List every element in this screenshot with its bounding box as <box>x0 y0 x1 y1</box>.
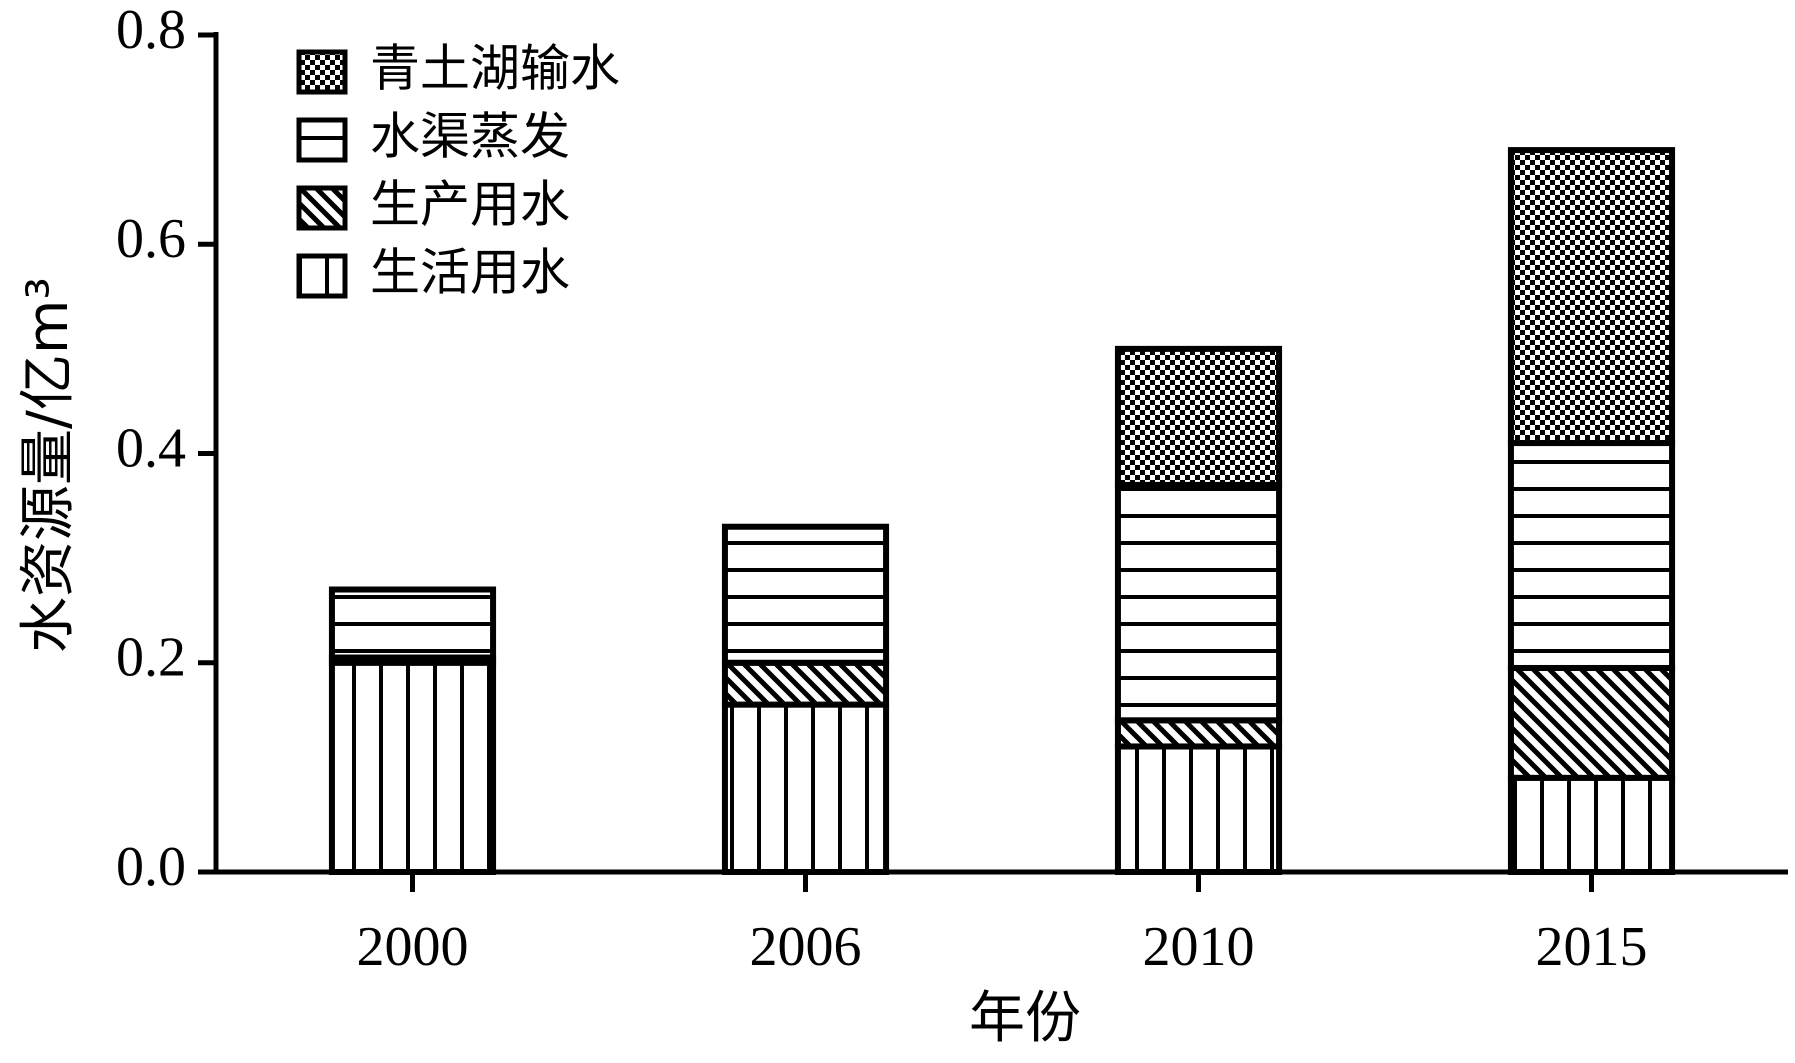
y-tick-label: 0.0 <box>116 836 186 898</box>
x-tick-label: 2010 <box>1143 916 1255 978</box>
legend-swatch <box>296 185 348 231</box>
bar-segment <box>1114 717 1283 750</box>
bar-segment <box>721 701 890 875</box>
legend-swatch <box>296 117 348 163</box>
bar-segment <box>721 659 890 708</box>
x-tick-label: 2006 <box>750 916 862 978</box>
x-tick-label: 2015 <box>1536 916 1648 978</box>
legend-label: 青土湖输水 <box>370 40 620 98</box>
y-tick-label: 0.6 <box>116 208 186 270</box>
bar-segment <box>328 659 497 875</box>
legend-label: 生产用水 <box>370 176 570 234</box>
legend-label: 生活用水 <box>370 244 570 302</box>
bar-segment <box>1507 440 1676 671</box>
bar-segment <box>1114 345 1283 488</box>
x-axis-title: 年份 <box>969 986 1081 1051</box>
y-tick-label: 0.2 <box>116 627 186 689</box>
y-tick-label: 0.8 <box>116 0 186 61</box>
y-tick-label: 0.4 <box>116 417 186 479</box>
bar-segment <box>721 523 890 666</box>
bar-segment <box>1507 774 1676 876</box>
y-axis-title: 水资源量/亿m³ <box>16 277 81 653</box>
bar-segment <box>1507 147 1676 447</box>
legend-swatch <box>296 253 348 299</box>
bar-segment <box>328 586 497 661</box>
bar-segment <box>1114 743 1283 876</box>
x-tick-label: 2000 <box>357 916 469 978</box>
legend-swatch <box>296 49 348 95</box>
bar-segment <box>1507 664 1676 781</box>
legend-label: 水渠蒸发 <box>370 108 570 166</box>
bar-segment <box>1114 481 1283 724</box>
